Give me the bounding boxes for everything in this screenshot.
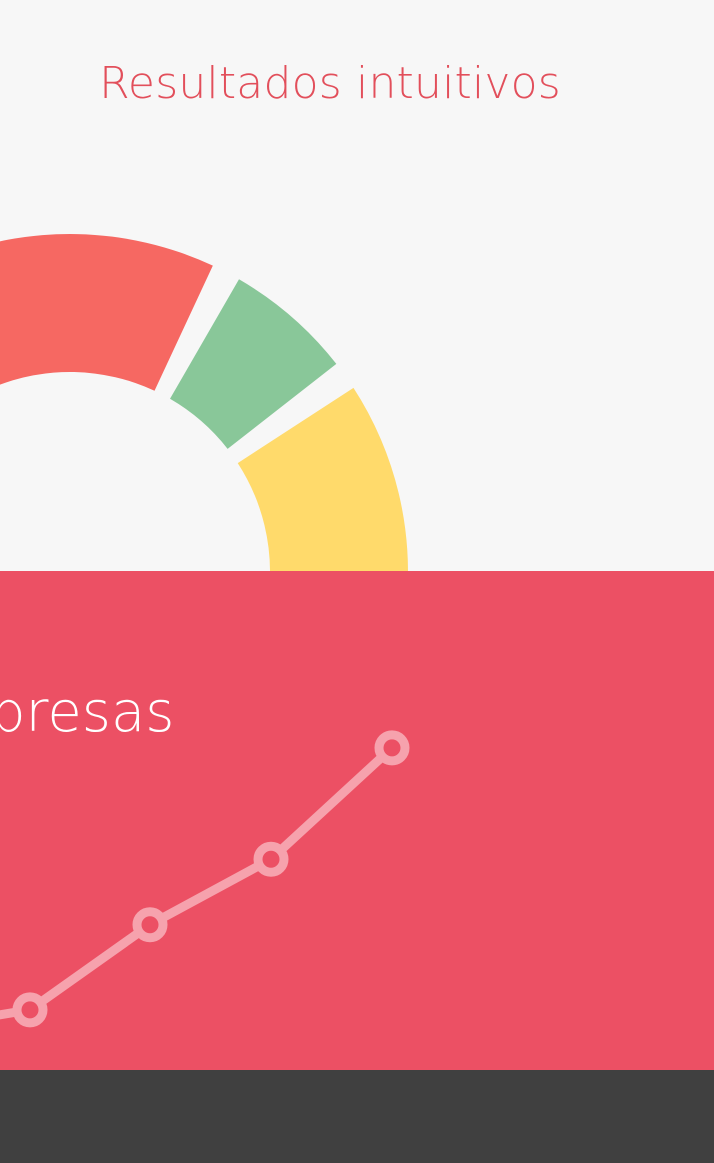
companies-section: presas	[0, 571, 714, 1070]
results-section: Resultados intuitivos	[0, 0, 714, 571]
footer-bar	[0, 1070, 714, 1163]
gauge-segment-green	[170, 279, 337, 449]
growth-line-chart	[0, 730, 410, 1028]
gauge-segment-yellow	[237, 387, 408, 571]
data-point-2	[12, 992, 48, 1028]
gauge-segment-red	[0, 234, 213, 391]
companies-title: presas	[0, 680, 175, 745]
series-line	[0, 743, 397, 1020]
section-title: Resultados intuitivos	[99, 58, 561, 109]
data-point-3	[132, 907, 168, 943]
data-point-4	[253, 841, 289, 877]
data-point-5	[374, 730, 410, 766]
gauge-chart	[0, 234, 408, 571]
